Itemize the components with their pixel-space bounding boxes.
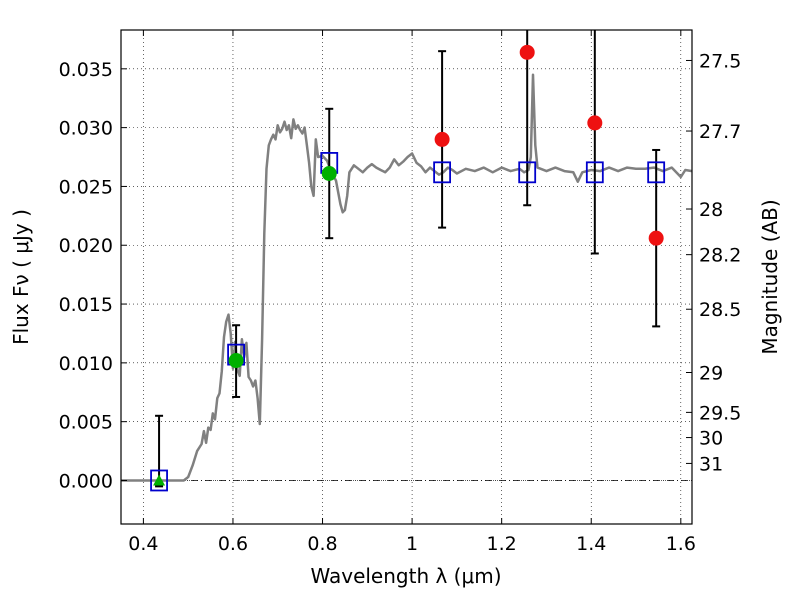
model-flux-square bbox=[433, 161, 452, 184]
right-axis-label: Magnitude (AB) bbox=[758, 199, 782, 354]
right-tick-label: 28.2 bbox=[699, 245, 741, 267]
y-axis-label: Flux Fν ( μJy ) bbox=[9, 209, 33, 345]
y-tick-label: 0.025 bbox=[59, 176, 113, 198]
model-flux-square bbox=[585, 161, 604, 184]
right-tick-label: 31 bbox=[699, 453, 723, 475]
y-tick-label: 0.005 bbox=[59, 412, 113, 434]
right-tick-label: 29 bbox=[699, 363, 723, 385]
x-axis-label: Wavelength λ (μm) bbox=[310, 564, 501, 588]
right-tick-label: 27.7 bbox=[699, 121, 741, 143]
marker-layer bbox=[150, 44, 666, 492]
model-flux-square bbox=[647, 161, 666, 184]
right-tick-labels: 27.5 27.7 28 28.2 28.5 29 29.5 30 31 bbox=[699, 50, 741, 475]
y-tick-label: 0.030 bbox=[59, 118, 113, 140]
y-tick-label: 0.020 bbox=[59, 235, 113, 257]
alt-detection-point bbox=[587, 115, 603, 131]
detection-point bbox=[228, 353, 244, 369]
right-tick-label: 29.5 bbox=[699, 402, 741, 424]
plot-frame bbox=[120, 29, 693, 525]
right-tick-label: 28 bbox=[699, 199, 723, 221]
model-flux-square bbox=[518, 161, 537, 184]
right-tick-label: 28.5 bbox=[699, 299, 741, 321]
upper-limit-triangle bbox=[153, 474, 166, 486]
x-tick-label: 1.4 bbox=[576, 533, 606, 555]
x-tick-label: 0.8 bbox=[307, 533, 337, 555]
x-tick-label: 0.4 bbox=[128, 533, 158, 555]
alt-detection-point bbox=[648, 230, 664, 246]
y-tick-label: 0.010 bbox=[59, 353, 113, 375]
y-tick-labels: 0.000 0.005 0.010 0.015 0.020 0.025 0.030 0.035 bbox=[59, 59, 113, 493]
model-flux-square bbox=[150, 469, 168, 492]
alt-detection-point bbox=[434, 131, 450, 147]
x-tick-labels: 0.4 0.6 0.8 1 1.2 1.4 1.6 bbox=[128, 533, 696, 555]
x-tick-label: 0.6 bbox=[218, 533, 248, 555]
errorbar-layer bbox=[155, 30, 661, 488]
x-tick-label: 1.2 bbox=[487, 533, 517, 555]
x-tick-label: 1.6 bbox=[666, 533, 696, 555]
y-tick-label: 0.015 bbox=[59, 294, 113, 316]
right-tick-label: 30 bbox=[699, 428, 723, 450]
right-tick-label: 27.5 bbox=[699, 50, 741, 72]
ticks bbox=[121, 30, 692, 524]
alt-detection-point bbox=[519, 44, 535, 60]
y-tick-label: 0.035 bbox=[59, 59, 113, 81]
x-tick-label: 1 bbox=[406, 533, 418, 555]
detection-point bbox=[321, 165, 337, 181]
y-tick-label: 0.000 bbox=[59, 470, 113, 492]
